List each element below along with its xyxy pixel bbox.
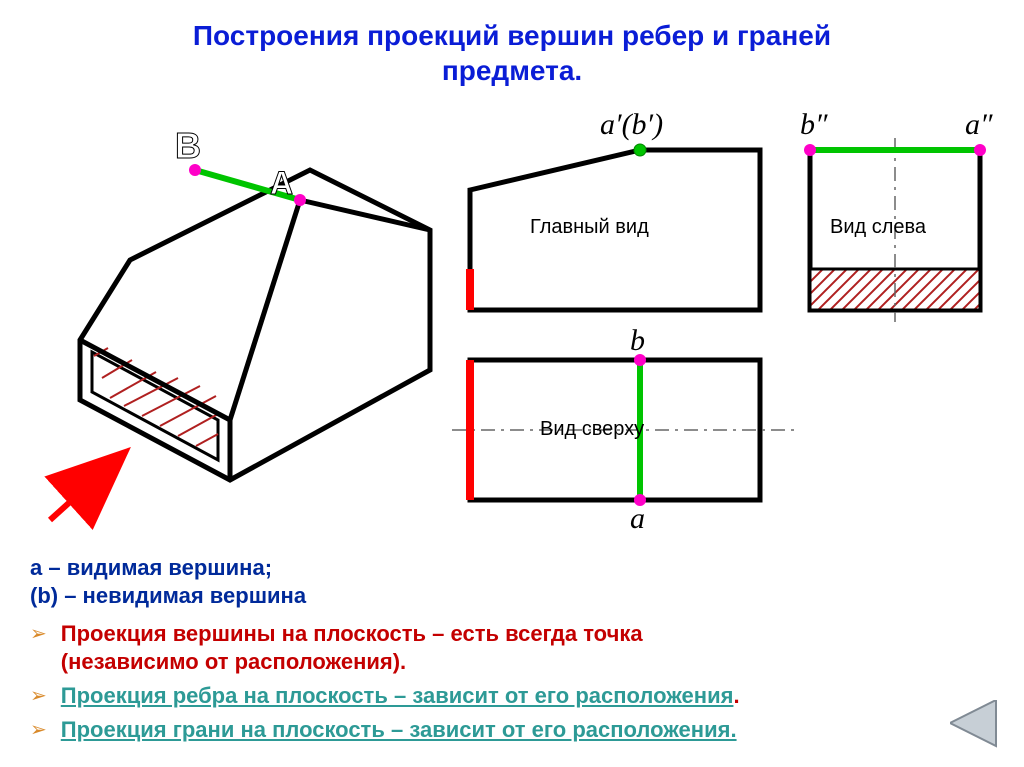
label-b: b [630, 324, 645, 358]
caption-main-view: Главный вид [530, 216, 649, 239]
legend-invisible-vertex: (b) – невидимая вершина [30, 583, 306, 609]
title-line-2: предмета. [442, 55, 582, 86]
bullet-arrow-icon: ➢ [30, 716, 47, 744]
bullet-row: ➢ Проекция ребра на плоскость – зависит о… [30, 682, 990, 710]
label-a-double-prime: a″ [965, 108, 993, 142]
bullet-link[interactable]: Проекция грани на плоскость – зависит от… [61, 716, 737, 744]
bullet-arrow-icon: ➢ [30, 682, 47, 710]
caption-top-view: Вид сверху [540, 418, 644, 441]
iso-label-A: A [270, 165, 293, 202]
bullet-text: Проекция вершины на плоскость – есть все… [61, 620, 643, 676]
label-a-prime-b-prime: a′(b′) [600, 108, 663, 142]
triangle-left-icon [950, 700, 1010, 760]
label-b-double-prime: b″ [800, 108, 828, 142]
label-a: a [630, 502, 645, 536]
iso-label-B: B [175, 125, 201, 167]
bullet-row: ➢ Проекция вершины на плоскость – есть вс… [30, 620, 990, 676]
bullet-link[interactable]: Проекция ребра на плоскость – зависит от… [61, 682, 740, 710]
bullet-list: ➢ Проекция вершины на плоскость – есть вс… [30, 614, 990, 744]
bullet-row: ➢ Проекция грани на плоскость – зависит о… [30, 716, 990, 744]
isometric-solid [50, 164, 430, 520]
bullet-arrow-icon: ➢ [30, 620, 47, 648]
caption-left-view: Вид слева [830, 216, 926, 239]
legend-visible-vertex: а – видимая вершина; [30, 555, 272, 581]
page-title: Построения проекций вершин ребер и гране… [0, 18, 1024, 88]
title-line-1: Построения проекций вершин ребер и гране… [193, 20, 831, 51]
